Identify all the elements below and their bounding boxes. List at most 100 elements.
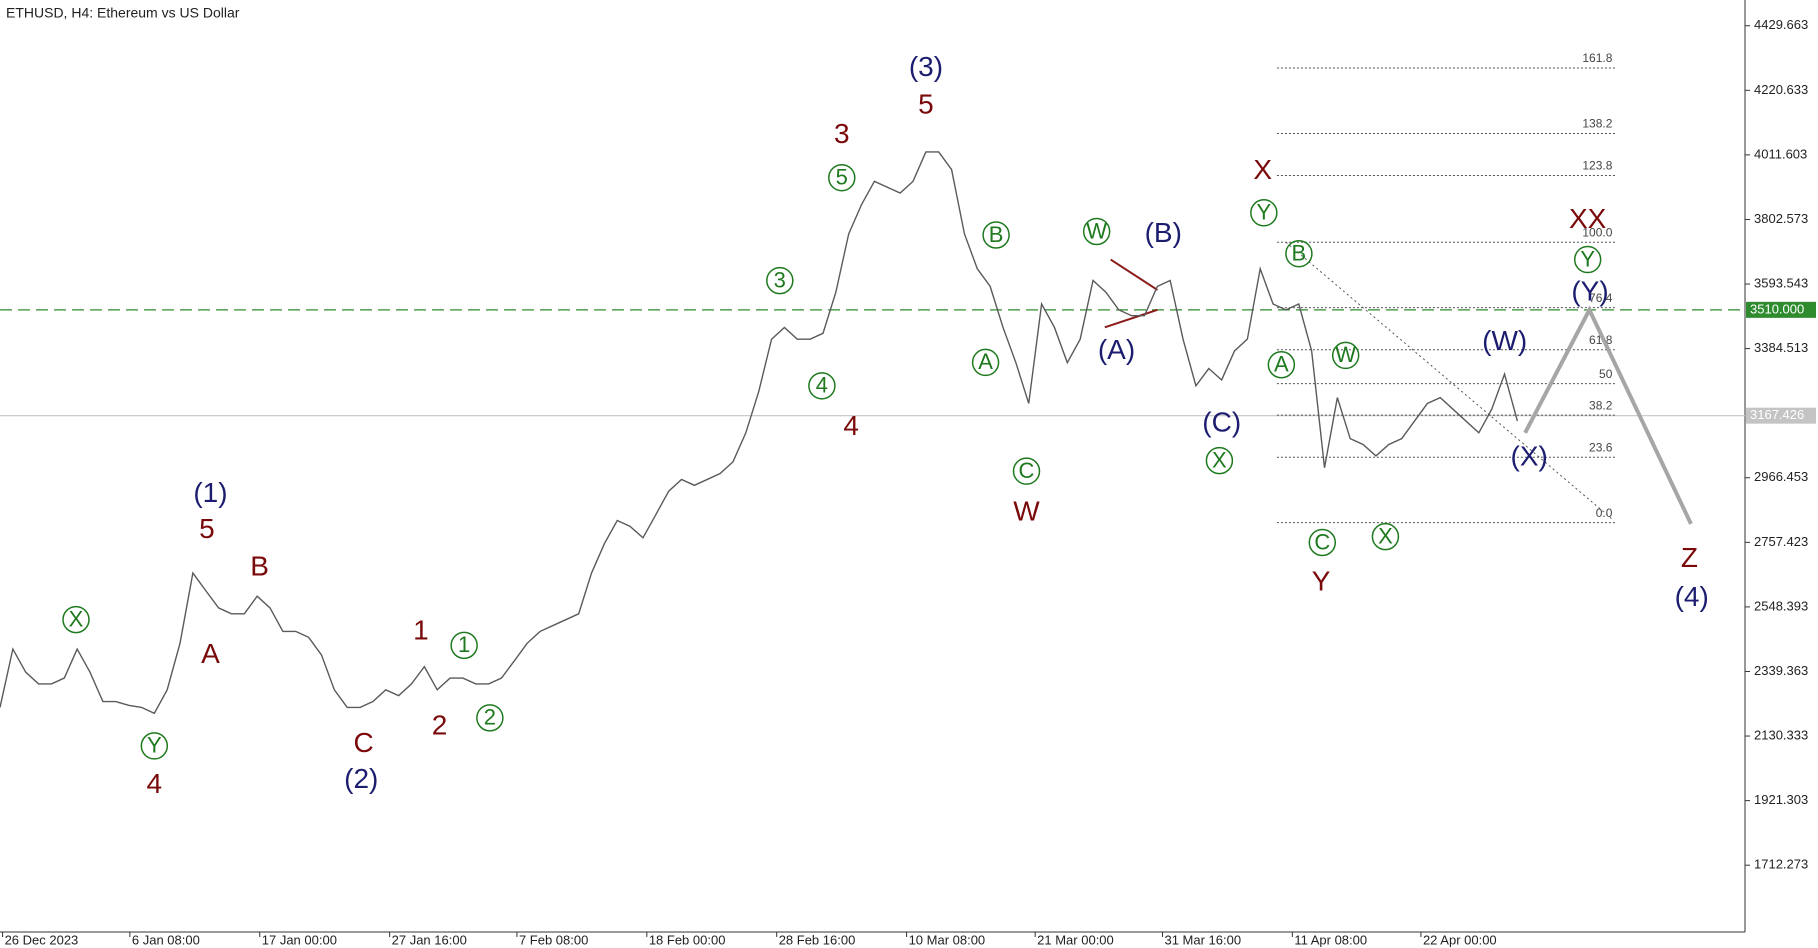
wave-label: B: [989, 222, 1004, 247]
x-tick-label: 28 Feb 16:00: [779, 932, 856, 947]
price-label: 3510.000: [1750, 301, 1804, 316]
wave-label: (A): [1098, 334, 1135, 365]
wave-label: C: [353, 727, 373, 758]
x-tick-label: 31 Mar 16:00: [1164, 932, 1241, 947]
wave-label: W: [1335, 342, 1356, 367]
price-label-box: [1746, 301, 1816, 318]
wave-circle: [766, 266, 794, 295]
x-tick-label: 22 Apr 00:00: [1423, 932, 1497, 947]
x-tick-label: 17 Jan 00:00: [262, 932, 337, 947]
triangle-line: [1104, 308, 1158, 329]
fib-label: 76.4: [1589, 291, 1613, 305]
wave-label: 1: [458, 632, 470, 657]
wave-circle: [1573, 245, 1602, 274]
y-tick-label: 2130.333: [1754, 727, 1808, 742]
x-tick-label: 10 Mar 08:00: [909, 932, 986, 947]
y-tick-label: 1921.303: [1754, 792, 1808, 807]
wave-label: 4: [816, 373, 828, 398]
y-tick-label: 4220.633: [1754, 82, 1808, 97]
price-label-box: [1746, 407, 1816, 424]
wave-label: (Y): [1571, 276, 1608, 307]
wave-label: X: [69, 606, 84, 631]
y-tick-label: 4429.663: [1754, 17, 1808, 32]
wave-label: (3): [909, 51, 943, 82]
wave-circle: [1267, 351, 1296, 379]
fib-label: 38.2: [1589, 398, 1613, 412]
wave-circle: [1082, 217, 1111, 246]
wave-label: (X): [1511, 441, 1548, 472]
wave-label: 5: [918, 89, 934, 120]
wave-circle: [1308, 528, 1337, 557]
wave-circle: [1250, 199, 1278, 227]
wave-label: (B): [1145, 217, 1182, 248]
wave-label: W: [1086, 218, 1107, 243]
fib-label: 123.8: [1582, 159, 1612, 173]
fib-label: 100.0: [1582, 225, 1612, 239]
wave-label: A: [201, 638, 220, 669]
wave-label: 2: [484, 705, 496, 730]
wave-label: (1): [193, 477, 227, 508]
wave-label: Y: [1256, 200, 1271, 225]
wave-label: B: [250, 550, 269, 581]
wave-label: 1: [413, 615, 429, 646]
x-tick-label: 6 Jan 08:00: [132, 932, 200, 947]
wave-label: Y: [1312, 566, 1331, 597]
x-tick-label: 7 Feb 08:00: [519, 932, 588, 947]
y-tick-label: 2966.453: [1754, 469, 1808, 484]
wave-label: C: [1019, 458, 1035, 483]
wave-circle: [808, 372, 836, 400]
y-tick-label: 3802.573: [1754, 211, 1808, 226]
wave-label: 2: [432, 709, 448, 740]
wave-circle: [828, 163, 856, 192]
projection: [1523, 305, 1693, 525]
fib-label: 50: [1599, 367, 1613, 381]
wave-circle: [476, 704, 504, 732]
wave-circle: [971, 348, 1000, 377]
chart-title: ETHUSD, H4: Ethereum vs US Dollar: [6, 5, 240, 21]
wave-label: Y: [147, 733, 162, 758]
wave-label: X: [1253, 154, 1272, 185]
wave-label: 4: [147, 768, 163, 799]
wave-label: Y: [1580, 246, 1595, 271]
wave-circle: [1331, 341, 1360, 370]
x-tick-label: 26 Dec 2023: [5, 932, 79, 947]
wave-label: 3: [834, 118, 850, 149]
y-tick-label: 2339.363: [1754, 663, 1808, 678]
wave-label: A: [978, 349, 993, 374]
wave-label: 5: [199, 513, 215, 544]
wave-label: (W): [1482, 325, 1527, 356]
fib-label: 161.8: [1582, 51, 1612, 65]
wave-label: 5: [836, 165, 848, 190]
fib-label: 23.6: [1589, 440, 1613, 454]
wave-label: (4): [1675, 581, 1709, 612]
wave-label: 3: [774, 267, 786, 292]
wave-label: B: [1292, 241, 1307, 266]
x-tick-label: 18 Feb 00:00: [649, 932, 726, 947]
wave-label: X: [1212, 447, 1227, 472]
wave-circle: [982, 221, 1010, 249]
price-label: 3167.426: [1750, 407, 1804, 422]
wave-label: C: [1314, 529, 1330, 554]
wave-circle: [1012, 457, 1041, 485]
wave-label: W: [1013, 495, 1040, 526]
wave-circle: [1205, 446, 1234, 475]
y-tick-label: 1712.273: [1754, 857, 1808, 872]
x-tick-label: 21 Mar 00:00: [1037, 932, 1114, 947]
wave-circle: [140, 732, 169, 760]
wave-circle: [1285, 239, 1313, 268]
wave-label: Z: [1681, 542, 1698, 573]
x-tick-label: 11 Apr 08:00: [1294, 932, 1367, 947]
wave-circle: [450, 631, 478, 660]
wave-label: (2): [344, 763, 378, 794]
y-tick-label: 4011.603: [1754, 146, 1807, 161]
price-line-series: [0, 151, 1519, 715]
fib-label: 138.2: [1582, 117, 1612, 131]
y-tick-label: 2548.393: [1754, 598, 1808, 613]
wave-label: A: [1274, 352, 1289, 377]
triangle-line: [1110, 258, 1158, 291]
y-tick-label: 3384.513: [1754, 340, 1808, 355]
wave-circle: [62, 605, 90, 634]
y-tick-label: 2757.423: [1754, 534, 1808, 549]
